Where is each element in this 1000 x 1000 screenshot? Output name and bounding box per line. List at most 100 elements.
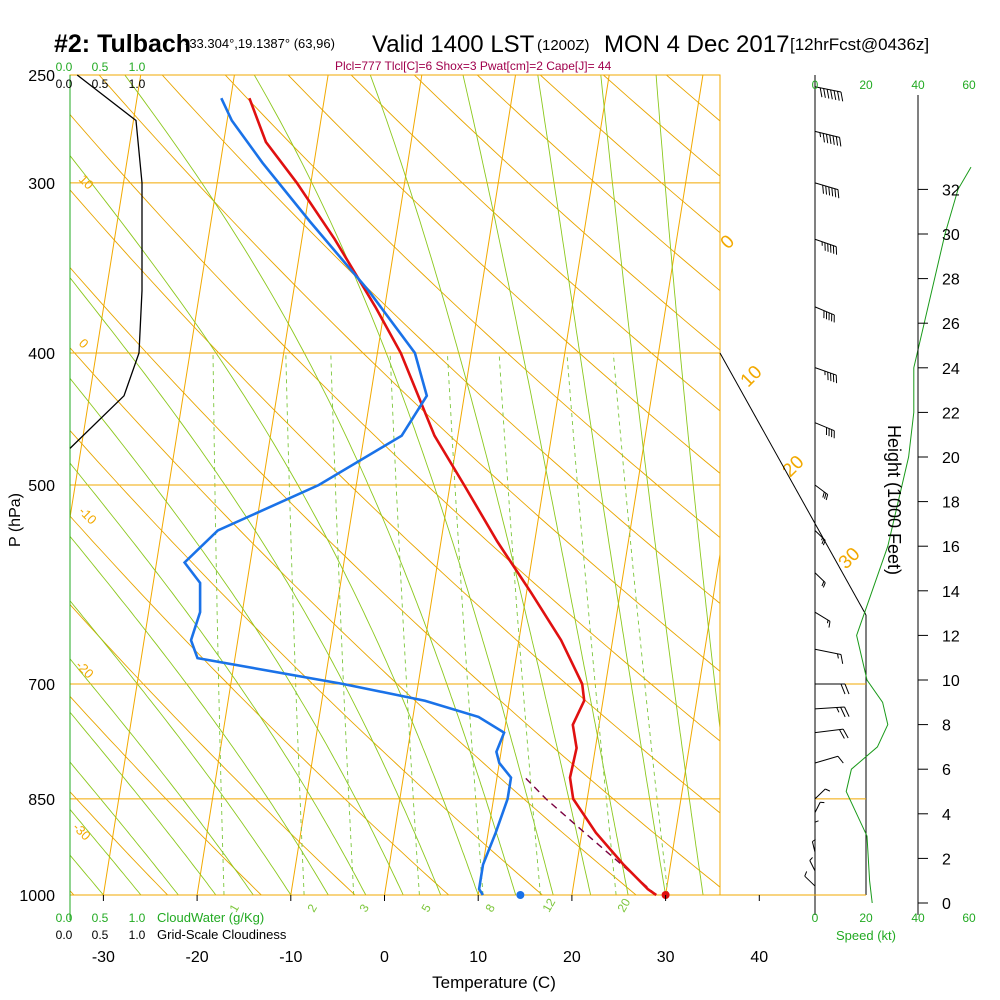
mixing-ratio-line: [389, 352, 420, 895]
wind-barb: [814, 484, 829, 501]
mixing-ratio-label: 2: [304, 901, 320, 914]
moist-adiabat-line: [70, 711, 217, 895]
temperature-tick-label: -10: [279, 949, 302, 966]
dry-adiabat-line: [826, 51, 1000, 924]
moist-adiabat-line: [70, 154, 479, 895]
wind-barb: [814, 367, 838, 384]
wind-barb-flag: [838, 729, 845, 739]
wind-barb-staff: [814, 422, 835, 432]
wind-barb-flag: [840, 683, 846, 695]
moist-adiabat-line: [70, 761, 179, 895]
wind-barb-flag: [840, 91, 844, 102]
wind-barb-staff: [814, 728, 844, 734]
isotherm-label: -20: [73, 658, 97, 682]
wind-barb-flag: [842, 728, 849, 739]
panel-edge-line: [719, 352, 867, 616]
wind-barb: [814, 130, 842, 147]
cloudiness-scale-label: 1.0: [129, 77, 146, 91]
x-axis-label: Temperature (C): [432, 973, 556, 992]
height-tick-label: 20: [942, 450, 960, 467]
dry-adiabat-line: [413, 75, 720, 351]
mixing-ratio-line: [212, 352, 225, 895]
wind-barb: [809, 857, 816, 872]
cloudiness-scale-label: 0.0: [56, 77, 73, 91]
wind-barb-staff: [814, 530, 826, 541]
dry-adiabat-line: [98, 75, 720, 672]
station-coords: -33.304°,19.1387° (63,96): [185, 36, 335, 51]
wind-barb-flag: [822, 185, 824, 194]
wind-barb: [814, 238, 838, 255]
moist-adiabat-line: [70, 600, 292, 895]
dry-adiabat-line: [70, 113, 720, 742]
wind-barb: [814, 648, 844, 664]
speed-tick-label: 40: [911, 911, 925, 925]
cloudwater-scale-label: 0.5: [92, 911, 109, 925]
moist-adiabat-line: [70, 377, 404, 895]
dry-adiabat-line: [763, 51, 1000, 924]
wind-barb-flag: [828, 186, 831, 196]
moist-adiabat-line: [124, 75, 517, 895]
wind-barb-half-flag: [837, 653, 839, 659]
dry-adiabat-line: [70, 695, 262, 895]
isotherm-label: 0: [76, 336, 92, 352]
wind-barb: [814, 788, 831, 800]
dry-adiabat-line: [602, 75, 720, 177]
moist-adiabat-line: [70, 535, 329, 895]
wind-barb-flag: [825, 494, 829, 501]
wind-barb-flag: [821, 538, 825, 544]
y-axis-label: P (hPa): [7, 493, 24, 547]
wind-barb-staff: [814, 484, 828, 495]
temperature-line: [248, 97, 657, 897]
speed-tick-label: 60: [962, 911, 976, 925]
height-tick-label: 6: [942, 762, 951, 779]
wind-speed-line: [845, 166, 972, 904]
wind-barb-flag: [822, 582, 826, 588]
wind-barb-flag: [832, 135, 835, 145]
wind-barb-flag: [829, 134, 832, 145]
valid-time: Valid 1400 LST: [372, 31, 535, 58]
wind-barb-staff: [814, 611, 831, 622]
pressure-tick-label: 1000: [19, 888, 55, 905]
pressure-tick-label: 250: [28, 68, 55, 85]
wind-barb-half-flag: [821, 537, 823, 541]
wind-barb-flag: [821, 581, 825, 587]
height-tick-label: 4: [942, 807, 951, 824]
pressure-tick-label: 300: [28, 176, 55, 193]
wind-barb: [814, 820, 819, 833]
wind-barb-staff: [814, 572, 826, 584]
wind-barb-flag: [823, 88, 826, 98]
wind-barb-staff: [814, 648, 842, 655]
wind-barb-flag: [825, 134, 829, 144]
cloudiness-label: Grid-Scale Cloudiness: [157, 927, 287, 942]
wind-barb: [815, 683, 850, 695]
wind-barb: [814, 530, 826, 546]
wind-barb-flag: [844, 683, 850, 695]
wind-barb: [814, 306, 835, 323]
forecast-date: MON 4 Dec 2017: [604, 31, 789, 58]
moist-adiabat-line: [70, 277, 442, 895]
wind-barb-flag: [835, 136, 839, 146]
height-tick-label: 14: [942, 584, 960, 601]
wind-barbs: [804, 86, 850, 887]
mixing-ratio-line: [498, 352, 541, 895]
wind-barb: [814, 728, 849, 739]
pressure-tick-label: 400: [28, 346, 55, 363]
wind-barb-flag: [804, 871, 808, 877]
dry-adiabat-line: [350, 75, 720, 412]
wind-barb-flag: [837, 91, 840, 101]
wind-barb-flag: [837, 755, 844, 764]
cloudwater-scale-label: 0.0: [56, 911, 73, 925]
wind-barb-staff: [814, 86, 842, 93]
wind-barb-staff: [814, 182, 839, 191]
temperature-tick-label: -20: [186, 949, 209, 966]
wind-barb-staff: [814, 306, 835, 316]
moist-adiabat-line: [462, 75, 629, 895]
wind-barb-flag: [831, 187, 834, 197]
height-tick-label: 12: [942, 628, 960, 645]
dry-adiabat-line: [539, 75, 720, 234]
height-tick-label: 28: [942, 272, 960, 289]
temperature-tick-label: 40: [750, 949, 768, 966]
wind-barb: [814, 706, 850, 718]
height-tick-label: 16: [942, 539, 960, 556]
